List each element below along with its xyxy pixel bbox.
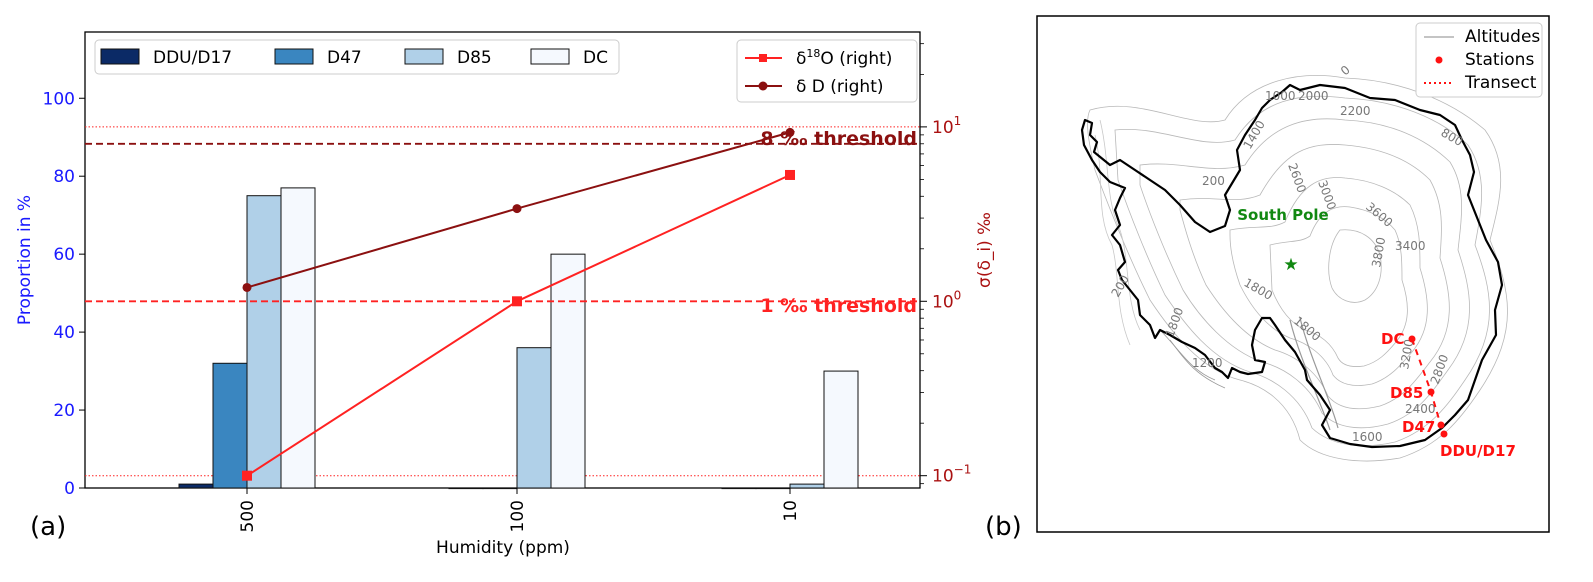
bar-legend-label: D47 — [327, 48, 362, 68]
bar-legend: DDU/D17 D47 D85 DC — [94, 39, 620, 75]
bar — [212, 362, 248, 489]
contour-label: 1200 — [1192, 356, 1223, 370]
star-icon: ★ — [1283, 255, 1298, 275]
reference-lines — [85, 126, 920, 477]
map-legend-frame — [1415, 22, 1543, 98]
right-tick-label: 101 — [932, 114, 961, 138]
contour-label: 1600 — [1352, 430, 1383, 444]
station-marker-d47 — [1437, 421, 1445, 429]
contour-label: 2400 — [1405, 402, 1436, 416]
contour-label: 1000 — [1265, 89, 1296, 103]
legend-dd-marker — [758, 81, 768, 91]
legend-stations-label: Stations — [1465, 50, 1534, 70]
panel-b-label: (b) — [985, 512, 1022, 542]
bar — [823, 370, 859, 489]
right-tick-label: 100 — [932, 288, 961, 312]
bar-legend-label: DDU/D17 — [153, 48, 232, 68]
bar-legend-label: D85 — [457, 48, 492, 68]
series-point — [242, 282, 252, 292]
left-tick-label: 0 — [64, 479, 75, 499]
station-label-dc: DC — [1381, 330, 1404, 348]
bar — [789, 483, 825, 489]
x-tick-label: 10 — [781, 500, 801, 522]
station-label-d85: D85 — [1390, 384, 1423, 402]
bar — [482, 487, 518, 490]
station-marker-dc — [1408, 335, 1416, 343]
bar-legend-swatch — [404, 48, 444, 65]
legend-d18o-marker — [759, 54, 767, 62]
bar — [721, 487, 757, 490]
left-tick-label: 80 — [53, 167, 75, 187]
contour-label: 3800 — [1369, 236, 1388, 269]
map-frame — [1036, 15, 1550, 533]
bar-legend-swatch — [530, 48, 570, 65]
panel-a-label: (a) — [30, 512, 66, 542]
right-tick-label: 10−1 — [932, 463, 971, 487]
bar-legend-swatch — [274, 48, 314, 65]
contour-label: 200 — [1202, 174, 1225, 188]
right-axis-ticks: 10−1 100 101 — [920, 43, 971, 487]
panel-a-chart: 0 20 40 60 80 100 10−1 100 101 500 100 10 8 ‰ thr… — [15, 31, 995, 558]
panel-b-map: (b) 0 1000 2000 2200 800 1400 — [985, 15, 1550, 542]
station-marker-ddu — [1440, 430, 1448, 438]
left-axis-ticks: 0 20 40 60 80 100 — [43, 89, 85, 499]
bar — [280, 187, 316, 489]
left-tick-label: 40 — [53, 323, 75, 343]
left-tick-label: 20 — [53, 401, 75, 421]
series-point — [512, 204, 522, 214]
bar-legend-frame — [94, 39, 620, 75]
left-axis-title: Proportion in % — [15, 195, 35, 325]
x-tick-label: 500 — [238, 500, 258, 532]
coastline — [1080, 83, 1504, 449]
bar — [550, 253, 586, 489]
bar — [246, 195, 282, 489]
legend-transect-label: Transect — [1464, 73, 1537, 93]
bar-legend-swatch — [100, 48, 140, 65]
contour-label: 3200 — [1397, 338, 1416, 371]
x-tick-label: 100 — [508, 500, 528, 532]
contour-label: 2200 — [1340, 104, 1371, 118]
series-point — [785, 127, 795, 137]
x-axis-ticks: 500 100 10 — [238, 488, 801, 532]
bar — [178, 483, 214, 489]
left-tick-label: 100 — [43, 89, 75, 109]
bar — [755, 487, 791, 490]
series-point — [785, 169, 795, 180]
bar-legend-label: DC — [583, 48, 608, 68]
map-legend: Altitudes Stations Transect — [1415, 22, 1543, 98]
legend-dd-label: δ D (right) — [796, 77, 884, 97]
station-label-ddu: DDU/D17 — [1440, 442, 1516, 460]
x-axis-title: Humidity (ppm) — [436, 538, 570, 558]
bar — [448, 487, 484, 490]
threshold-1-label: 1 ‰ threshold — [760, 295, 917, 317]
series-point — [512, 296, 522, 307]
bar — [516, 347, 552, 489]
station-label-d47: D47 — [1402, 418, 1435, 436]
contour-label: 3400 — [1395, 239, 1426, 253]
legend-altitudes-label: Altitudes — [1465, 27, 1540, 47]
south-pole-label: South Pole — [1237, 206, 1328, 224]
right-axis-title: σ(δ_i) ‰ — [975, 212, 995, 288]
bar-series — [178, 187, 859, 490]
series-point — [242, 470, 252, 481]
line-series — [85, 127, 920, 481]
left-tick-label: 60 — [53, 245, 75, 265]
contour-label: 2000 — [1298, 89, 1329, 103]
legend-station-marker — [1435, 56, 1443, 64]
legend-d18o-label: δ18O (right) — [796, 47, 892, 69]
threshold-8-label: 8 ‰ threshold — [760, 128, 917, 150]
line-legend: δ18O (right) δ D (right) — [736, 39, 918, 103]
station-marker-d85 — [1427, 388, 1435, 396]
